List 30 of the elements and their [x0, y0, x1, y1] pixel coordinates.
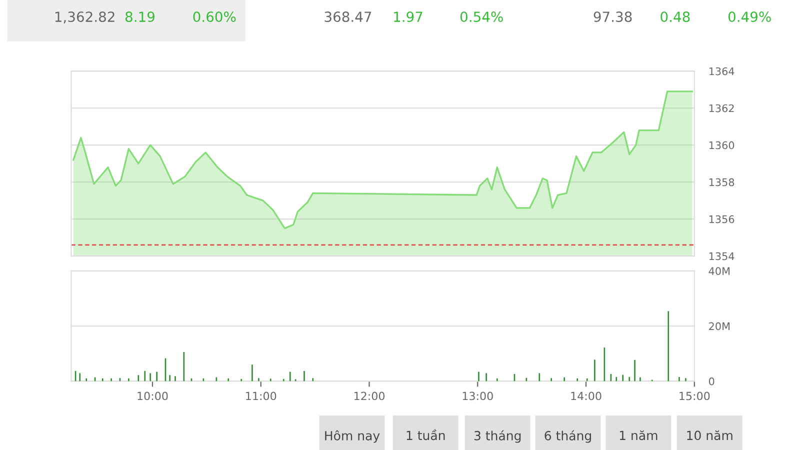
text: 0.49%	[728, 12, 771, 22]
text: 1.97	[394, 12, 422, 22]
text: 1 tuần	[406, 429, 445, 440]
y-tick-label: 1362	[709, 104, 734, 112]
x-tick-label: 13:00	[462, 392, 493, 400]
x-tick-label: 14:00	[571, 392, 602, 400]
x-tick-label: 10:00	[138, 392, 168, 400]
x-tick-label: 12:00	[354, 392, 385, 400]
y-tick-label: 20M	[709, 322, 730, 330]
y-tick-label: 1356	[709, 215, 734, 224]
y-tick-label: 40M	[708, 267, 730, 276]
text: 97.38	[594, 12, 632, 22]
text: 0.54%	[460, 12, 503, 22]
text: 0.60%	[193, 12, 236, 22]
text: 6 tháng	[544, 430, 591, 443]
x-tick-label: 11:00	[246, 392, 276, 400]
text: 8.19	[125, 12, 154, 22]
y-tick-label: 1364	[709, 67, 734, 76]
y-tick-label: 0	[708, 377, 714, 386]
y-tick-label: 1360	[709, 141, 734, 150]
text: 0.48	[660, 12, 690, 22]
text: 3 tháng	[474, 430, 521, 443]
y-tick-label: 1354	[709, 252, 734, 260]
text: 10 năm	[687, 430, 732, 440]
text: 1 năm	[620, 430, 658, 440]
x-tick-label: 15:00	[680, 392, 710, 400]
text: Hôm nay	[325, 430, 380, 443]
y-tick-label: 1358	[709, 178, 734, 186]
text: 1,362.82	[55, 12, 114, 24]
text: 368.47	[324, 12, 372, 22]
